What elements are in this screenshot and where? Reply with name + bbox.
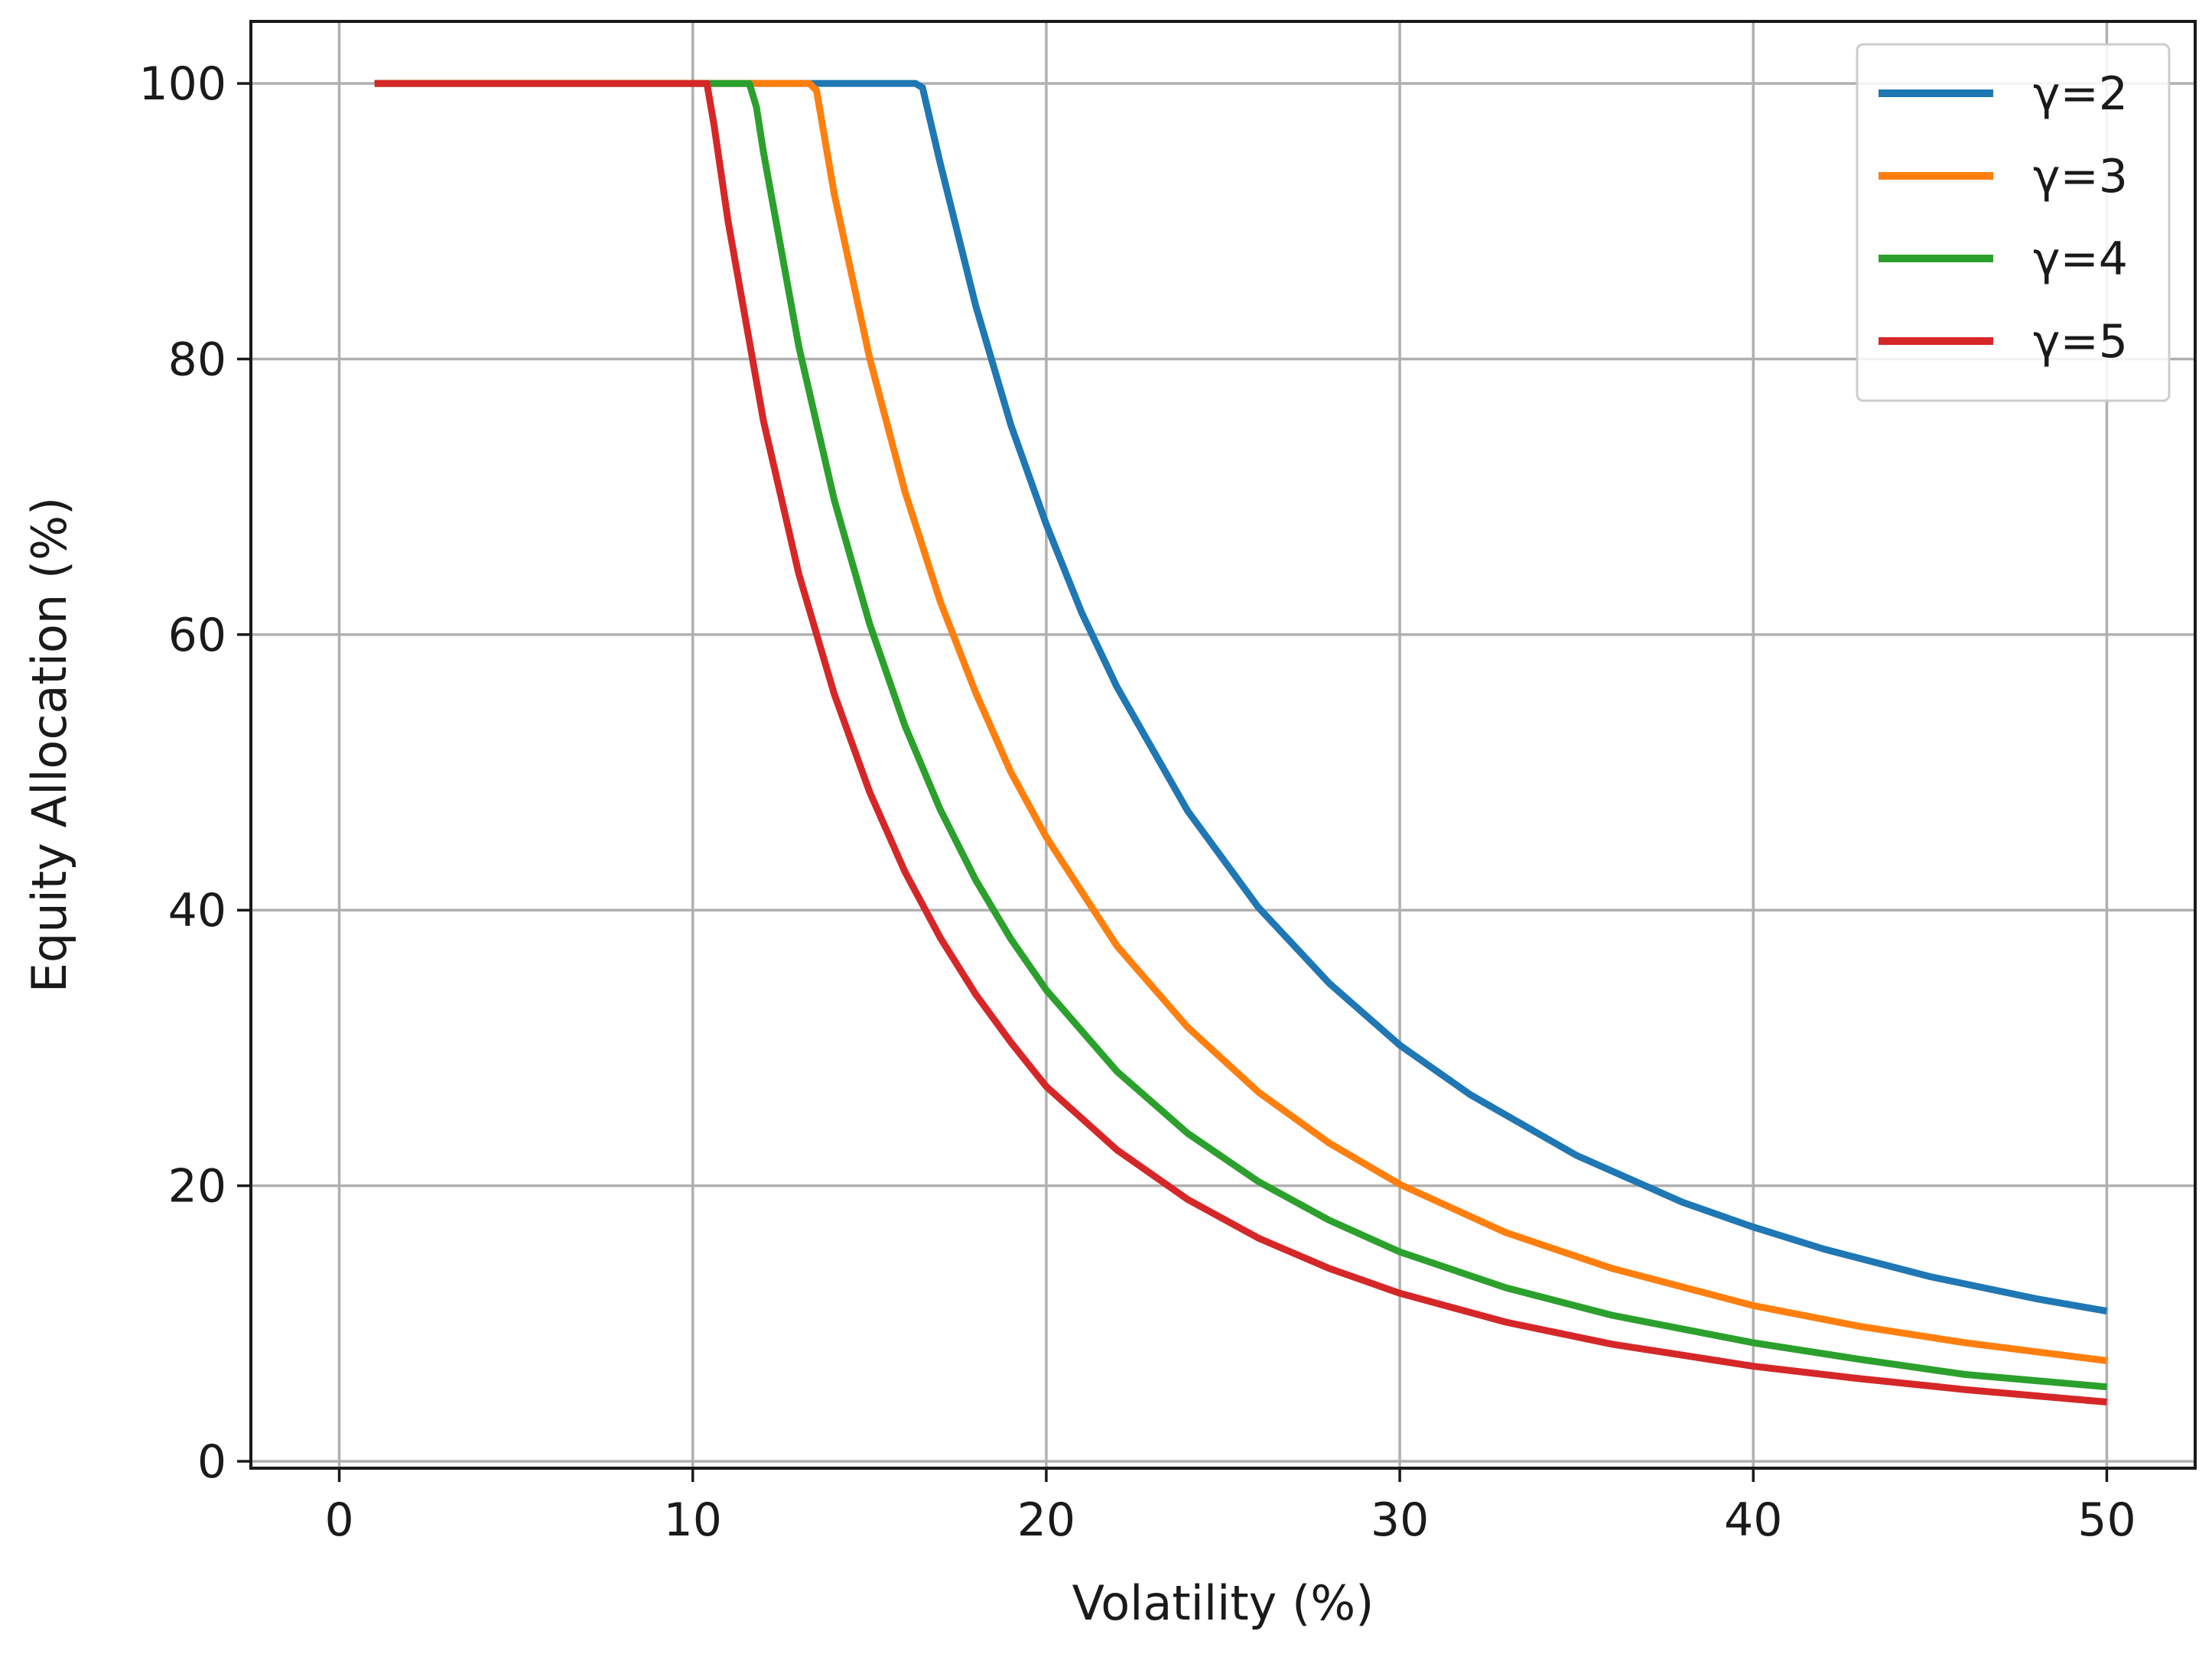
y-tick-label: 60 <box>168 609 226 662</box>
x-tick-label: 20 <box>1017 1493 1075 1547</box>
x-axis-label: Volatility (%) <box>1072 1575 1374 1631</box>
y-tick-label: 100 <box>138 57 226 111</box>
legend-box <box>1856 43 2171 402</box>
series-layer <box>374 80 2108 1405</box>
x-tick-label: 10 <box>664 1493 722 1547</box>
x-tick-label: 0 <box>324 1493 353 1547</box>
tick-layer: 0 10 20 30 40 50 0 20 40 60 80 100 <box>138 57 2136 1547</box>
x-tick-label: 30 <box>1371 1493 1429 1547</box>
y-axis-label: Equity Allocation (%) <box>21 497 77 993</box>
series-line-1 <box>374 80 2108 1315</box>
legend-label-3: γ=4 <box>2033 232 2128 286</box>
y-tick-label: 40 <box>168 884 226 937</box>
series-line-3 <box>374 80 2107 1391</box>
y-tick-label: 0 <box>197 1435 226 1489</box>
legend-label-2: γ=3 <box>2033 150 2128 203</box>
legend-label-4: γ=5 <box>2033 315 2128 369</box>
legend-label-1: γ=2 <box>2033 67 2128 121</box>
plot-frame <box>249 20 2197 1470</box>
x-tick-label: 50 <box>2077 1493 2136 1547</box>
y-tick-label: 20 <box>168 1160 226 1214</box>
legend: γ=2 γ=3 γ=4 γ=5 <box>1856 43 2171 402</box>
x-tick-label: 40 <box>1724 1493 1782 1547</box>
y-tick-label: 80 <box>168 333 226 386</box>
series-line-2 <box>374 80 2108 1364</box>
series-line-4 <box>374 80 2107 1405</box>
